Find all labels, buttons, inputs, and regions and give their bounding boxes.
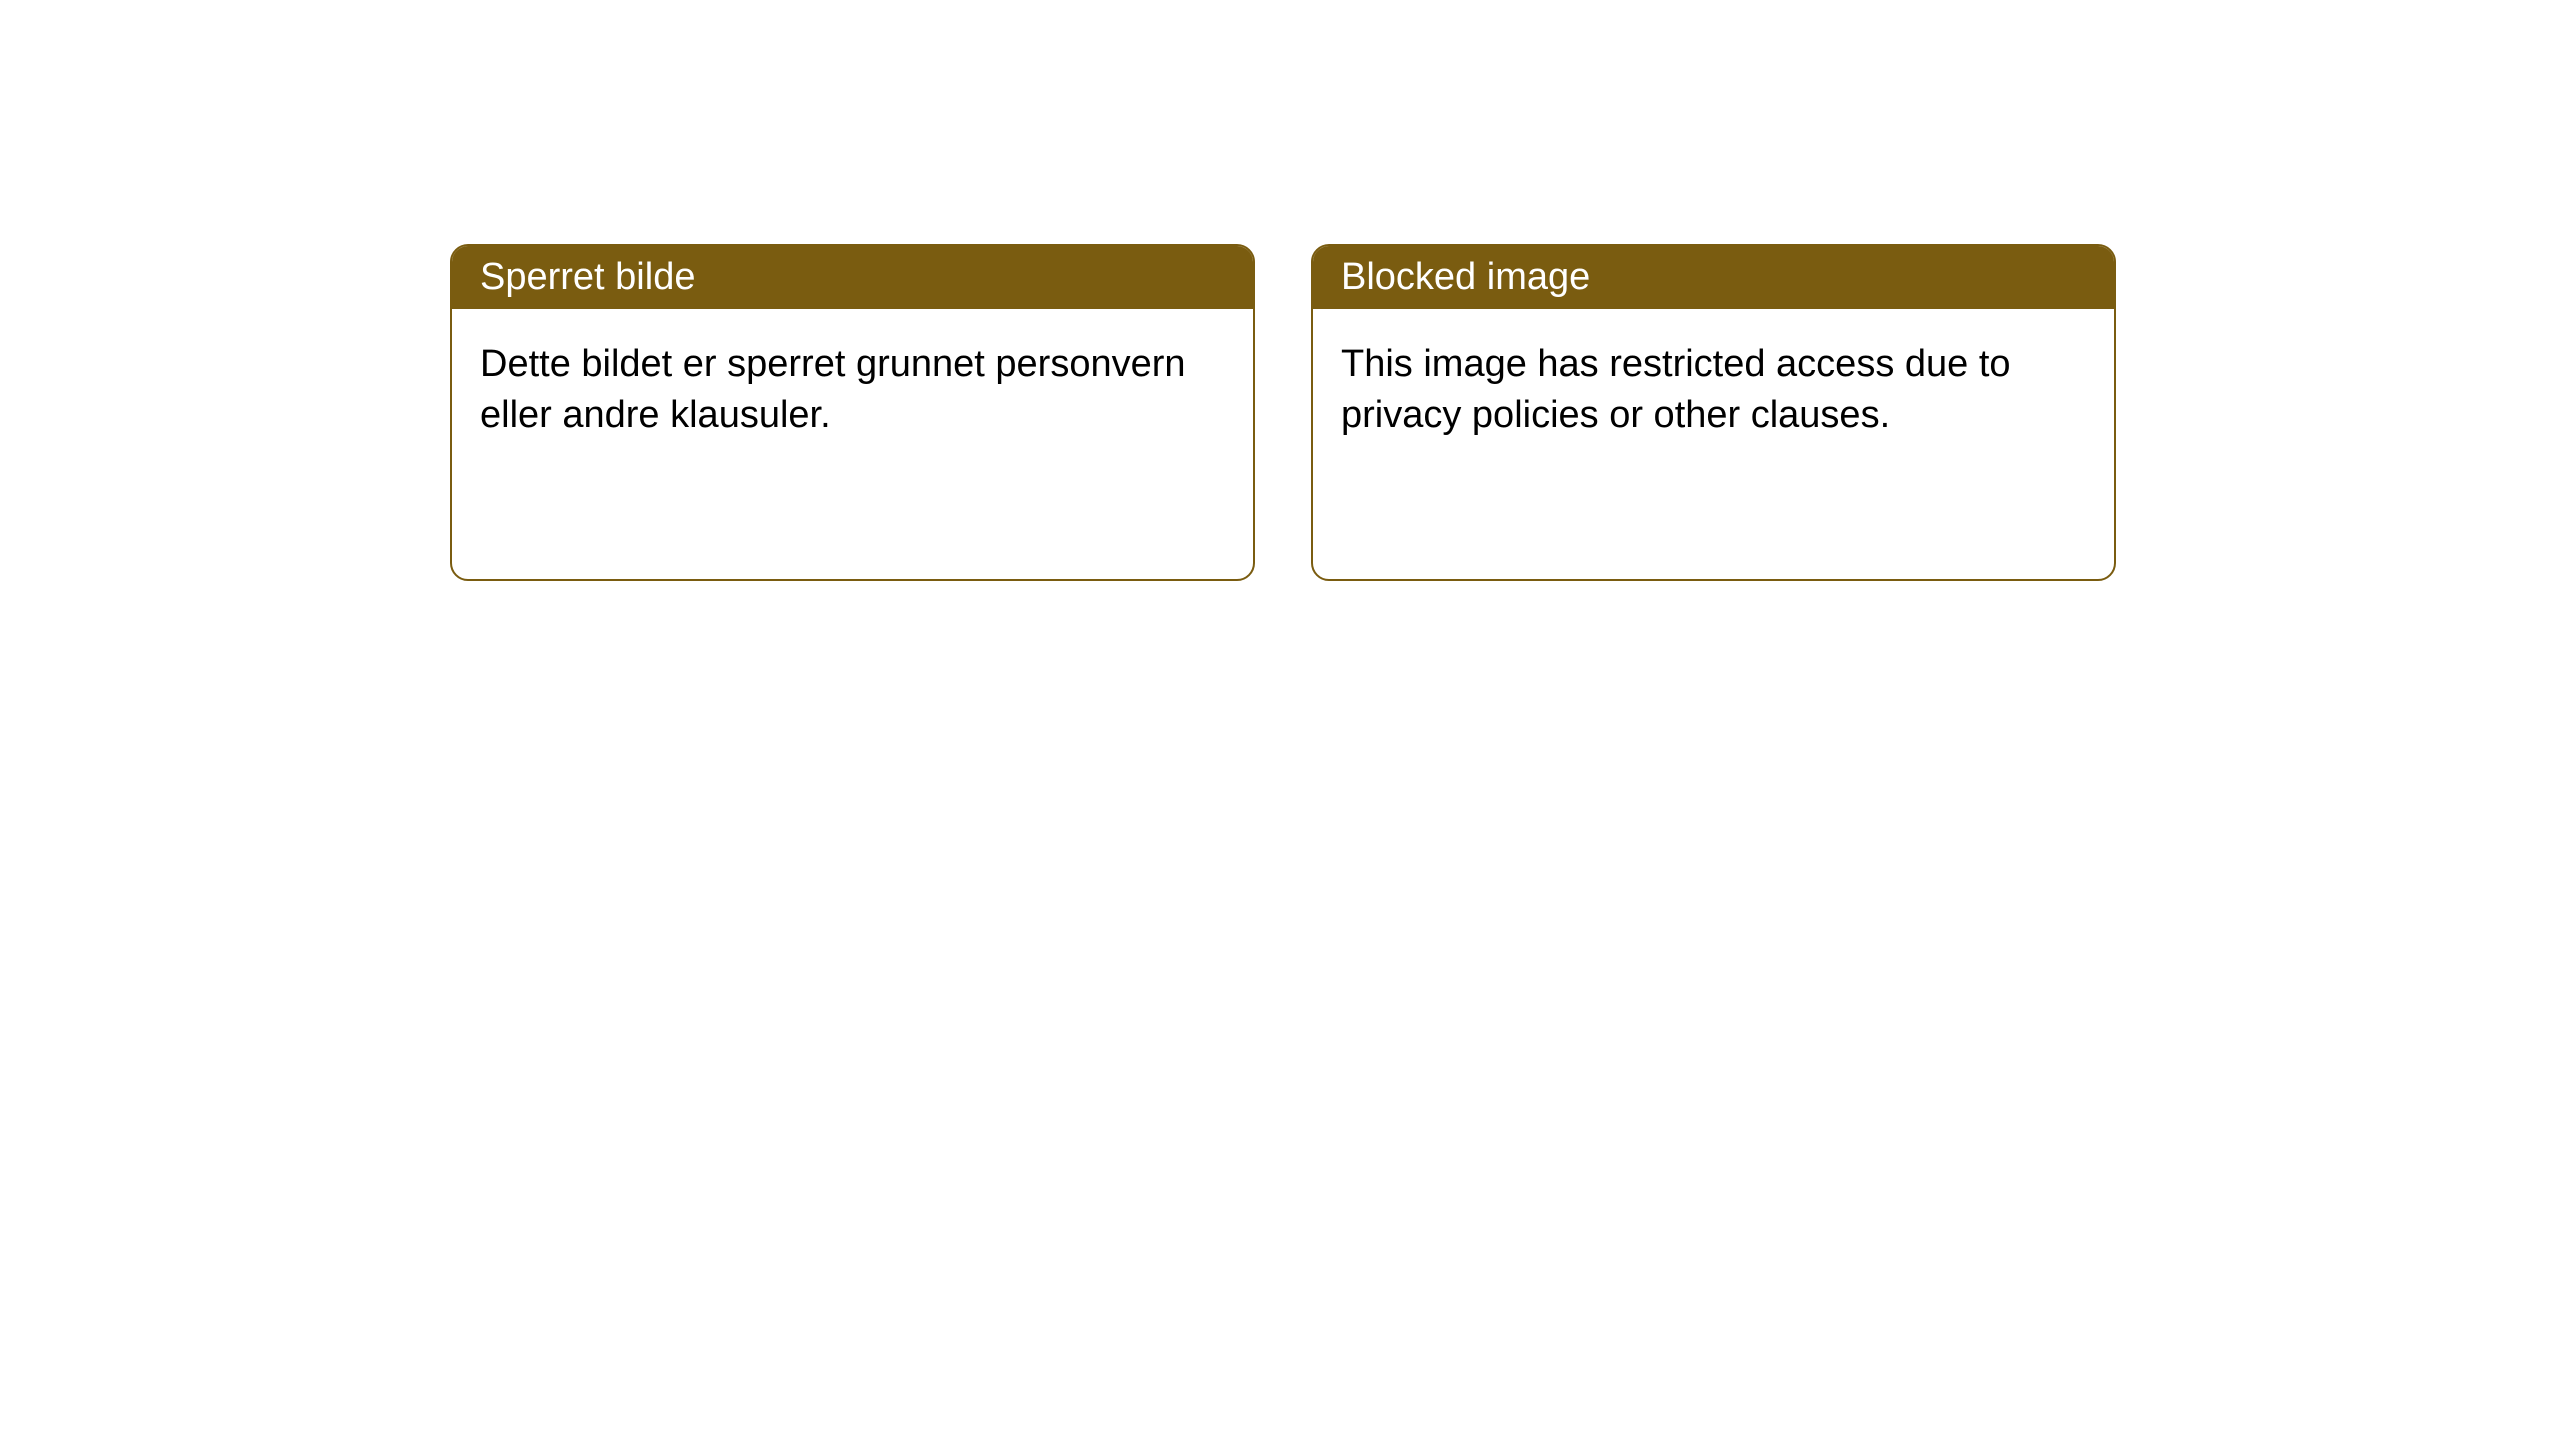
notice-title-norwegian: Sperret bilde <box>452 246 1253 309</box>
notice-title-english: Blocked image <box>1313 246 2114 309</box>
notice-body-english: This image has restricted access due to … <box>1313 309 2114 579</box>
notice-card-norwegian: Sperret bilde Dette bildet er sperret gr… <box>450 244 1255 581</box>
notice-container: Sperret bilde Dette bildet er sperret gr… <box>0 0 2560 581</box>
notice-card-english: Blocked image This image has restricted … <box>1311 244 2116 581</box>
notice-body-norwegian: Dette bildet er sperret grunnet personve… <box>452 309 1253 579</box>
